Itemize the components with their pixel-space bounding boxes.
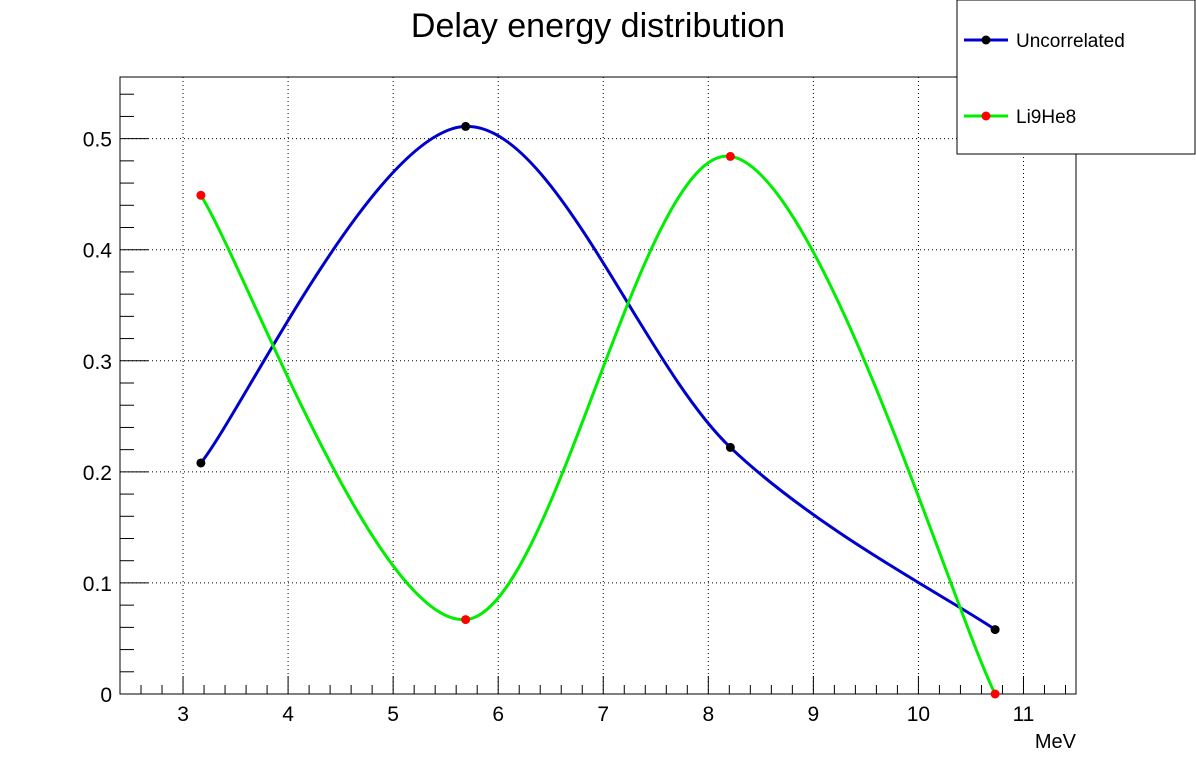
series-marker: [196, 458, 206, 468]
x-tick-label: 9: [808, 703, 820, 726]
series-marker: [990, 689, 1000, 699]
x-axis-tick-labels: 3 4 5 6 7 8 9 10 11: [177, 703, 1034, 726]
x-tick-label: 4: [282, 703, 294, 726]
axis-ticks: [119, 93, 1066, 695]
series-layer: [196, 121, 1000, 699]
series-marker: [461, 121, 471, 131]
y-tick-label: 0.3: [83, 351, 112, 374]
y-tick-label: 0: [100, 684, 112, 707]
legend-label: Uncorrelated: [1016, 31, 1125, 52]
x-tick-label: 6: [492, 703, 504, 726]
y-tick-label: 0.5: [83, 129, 112, 152]
y-tick-label: 0.2: [83, 462, 112, 485]
chart-title: Delay energy distribution: [411, 7, 785, 45]
series-line: [199, 154, 997, 695]
series-marker: [725, 151, 735, 161]
x-axis-label: MeV: [1035, 731, 1077, 753]
series-marker: [461, 615, 471, 625]
x-tick-label: 11: [1013, 703, 1035, 726]
y-tick-label: 0.1: [83, 573, 112, 596]
series-marker: [196, 190, 206, 200]
y-axis-tick-labels: 0 0.1 0.2 0.3 0.4 0.5: [83, 129, 113, 707]
plot-frame: [119, 76, 1077, 695]
series-marker: [725, 442, 735, 452]
y-tick-label: 0.4: [83, 240, 113, 263]
series-marker: [990, 625, 1000, 635]
x-tick-label: 7: [597, 703, 609, 726]
grid: [120, 77, 1076, 695]
legend-marker: [981, 35, 991, 45]
x-tick-label: 5: [387, 703, 399, 726]
x-tick-label: 8: [702, 703, 714, 726]
legend: Uncorrelated Li9He8: [956, 0, 1196, 155]
legend-marker: [981, 111, 991, 121]
x-tick-label: 10: [907, 703, 930, 726]
legend-label: Li9He8: [1016, 107, 1076, 128]
legend-box: [956, 0, 1196, 155]
x-tick-label: 3: [177, 703, 189, 726]
series-line: [199, 124, 996, 631]
